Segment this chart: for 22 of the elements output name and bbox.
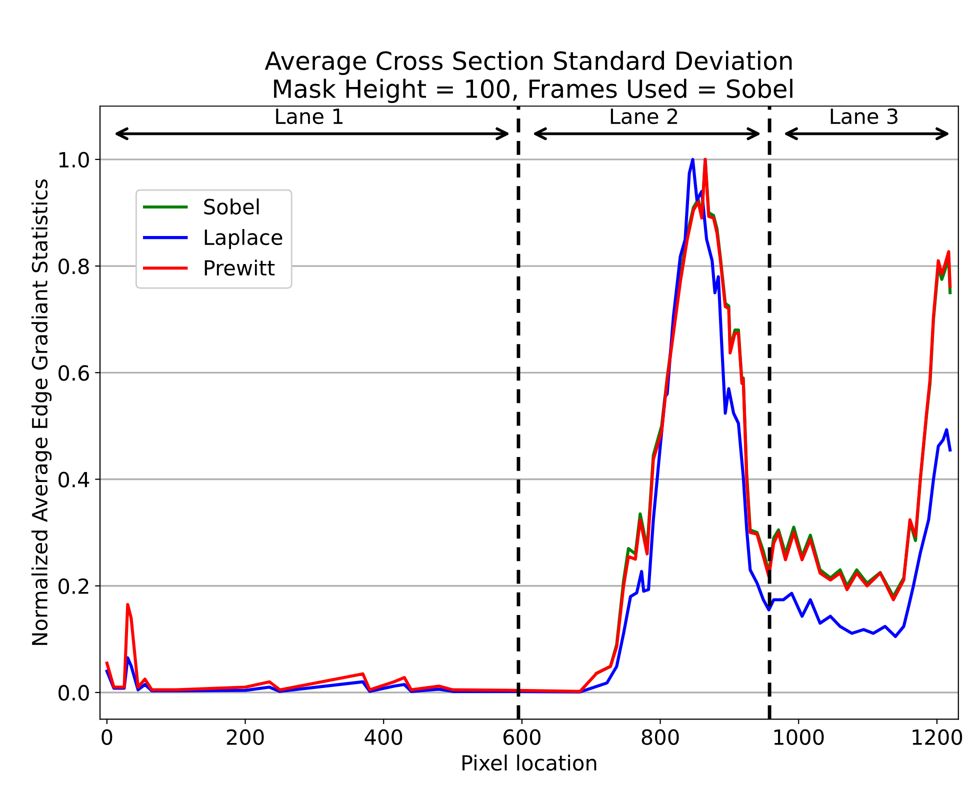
x-tick-label: 1000 <box>774 729 824 745</box>
annotation: Lane 2 <box>610 108 678 124</box>
y-tick-label: 0.2 <box>58 578 88 594</box>
chart-title: Average Cross Section Standard Deviation Mask Height = 100, Frames Used = Sobel <box>264 50 792 103</box>
legend-label: Laplace <box>204 229 282 250</box>
x-tick-label: 400 <box>364 729 402 745</box>
legend-label: Sobel <box>204 198 259 215</box>
y-tick-label: 0.8 <box>58 258 89 274</box>
x-axis-title: Pixel location <box>462 754 596 771</box>
y-tick-label: 0.0 <box>58 684 89 701</box>
y-axis-title: Normalized Average Edge Gradiant Statistics <box>31 179 52 645</box>
x-tick-label: 800 <box>642 729 679 745</box>
annotation: Lane 1 <box>276 108 342 124</box>
y-tick-label: 0.6 <box>58 365 89 381</box>
x-tick-label: 200 <box>226 729 264 745</box>
y-tick-label: 1.0 <box>59 152 89 168</box>
x-tick-label: 600 <box>504 729 540 745</box>
x-tick-label: 1200 <box>912 729 962 745</box>
annotation: Lane 3 <box>830 108 898 124</box>
legend-label: Prewitt <box>204 260 275 276</box>
x-tick-label: 0 <box>102 729 112 745</box>
y-tick-label: 0.4 <box>58 472 90 488</box>
